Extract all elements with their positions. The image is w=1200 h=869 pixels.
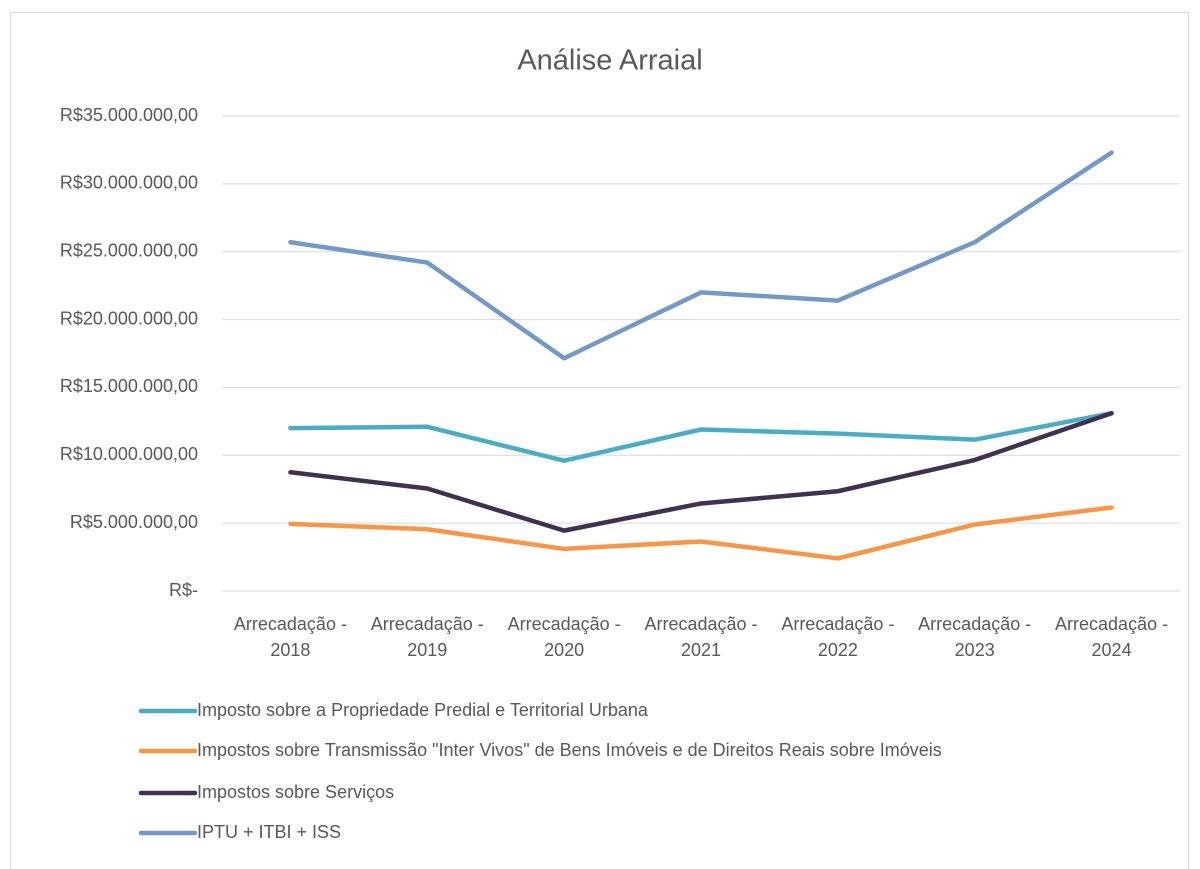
y-tick-label: R$- [169,580,198,600]
x-tick-label: Arrecadação - 2024 [1055,614,1169,660]
series-line [288,505,1114,561]
y-tick-label: R$5.000.000,00 [70,512,198,532]
x-tick-label: Arrecadação - 2018 [233,614,347,660]
x-tick-label: Arrecadação - 2023 [918,614,1032,660]
x-tick-label: Arrecadação - 2019 [370,614,484,660]
y-tick-label: R$30.000.000,00 [60,173,198,193]
chart-border [10,12,1189,869]
legend-label: Imposto sobre a Propriedade Predial e Te… [197,700,649,720]
series-line [288,150,1114,361]
x-tick-label: Arrecadação - 2020 [507,614,621,660]
legend-label: Impostos sobre Transmissão "Inter Vivos"… [197,740,942,760]
x-tick-label: Arrecadação - 2021 [644,614,758,660]
x-tick-label: Arrecadação - 2022 [781,614,895,660]
y-tick-label: R$35.000.000,00 [60,105,198,125]
y-tick-label: R$15.000.000,00 [60,376,198,396]
series-line [288,410,1114,463]
y-tick-label: R$10.000.000,00 [60,444,198,464]
series-line [288,410,1114,533]
legend-label: Impostos sobre Serviços [197,782,394,802]
y-tick-label: R$25.000.000,00 [60,240,198,260]
y-tick-label: R$20.000.000,00 [60,308,198,328]
chart-title: Análise Arraial [517,45,702,77]
legend-label: IPTU + ITBI + ISS [197,822,341,842]
